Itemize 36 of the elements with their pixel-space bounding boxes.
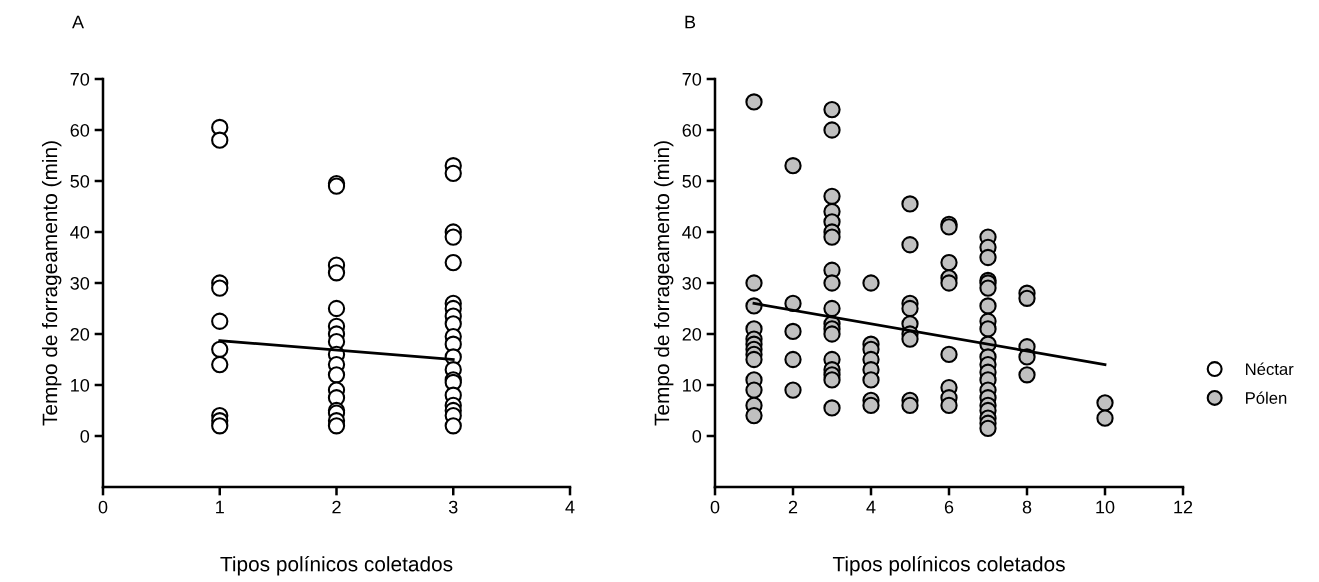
x-tick-label: 3 <box>448 500 458 514</box>
y-tick-label: 30 <box>682 276 702 290</box>
x-tick-label: 8 <box>1022 500 1032 514</box>
y-tick-label: 50 <box>70 174 90 188</box>
x-tick-label: 2 <box>332 500 341 514</box>
y-tick-label: 30 <box>70 276 90 290</box>
y-tick-label: 70 <box>70 72 90 86</box>
x-tick-label: 6 <box>944 500 954 514</box>
y-tick-label: 20 <box>682 327 702 341</box>
y-tick-label: 60 <box>682 123 702 137</box>
y-tick-label: 70 <box>682 72 702 86</box>
y-tick-label: 50 <box>682 174 702 188</box>
x-tick-label: 4 <box>565 500 575 514</box>
x-tick-label: 2 <box>788 500 798 514</box>
chart-title: B <box>685 15 696 29</box>
x-tick-label: 10 <box>1096 500 1115 514</box>
x-axis-title: Tipos polínicos coletados <box>832 555 1065 576</box>
y-axis-title: Tempo de forrageamento (min) <box>41 141 62 426</box>
chart-title: A <box>72 15 85 29</box>
y-tick-label: 40 <box>682 225 702 239</box>
text: Pólen <box>1246 391 1287 404</box>
y-tick-label: 40 <box>70 225 90 239</box>
y-tick-label: 0 <box>80 429 90 443</box>
y-tick-label: 10 <box>683 378 702 392</box>
y-tick-label: 10 <box>71 378 90 392</box>
x-axis-title: Tipos polínicos coletados <box>220 555 453 576</box>
y-tick-label: 20 <box>70 327 90 341</box>
x-tick-label: 4 <box>866 500 876 514</box>
y-axis-title: Tempo de forrageamento (min) <box>653 141 674 426</box>
x-tick-label: 1 <box>216 500 224 514</box>
y-tick-label: 0 <box>692 429 702 443</box>
legend-label: Néctar <box>1246 362 1294 376</box>
y-tick-label: 60 <box>70 123 90 137</box>
x-tick-label: 0 <box>710 500 720 514</box>
x-tick-label: 12 <box>1174 500 1193 514</box>
x-tick-label: 0 <box>98 500 108 514</box>
